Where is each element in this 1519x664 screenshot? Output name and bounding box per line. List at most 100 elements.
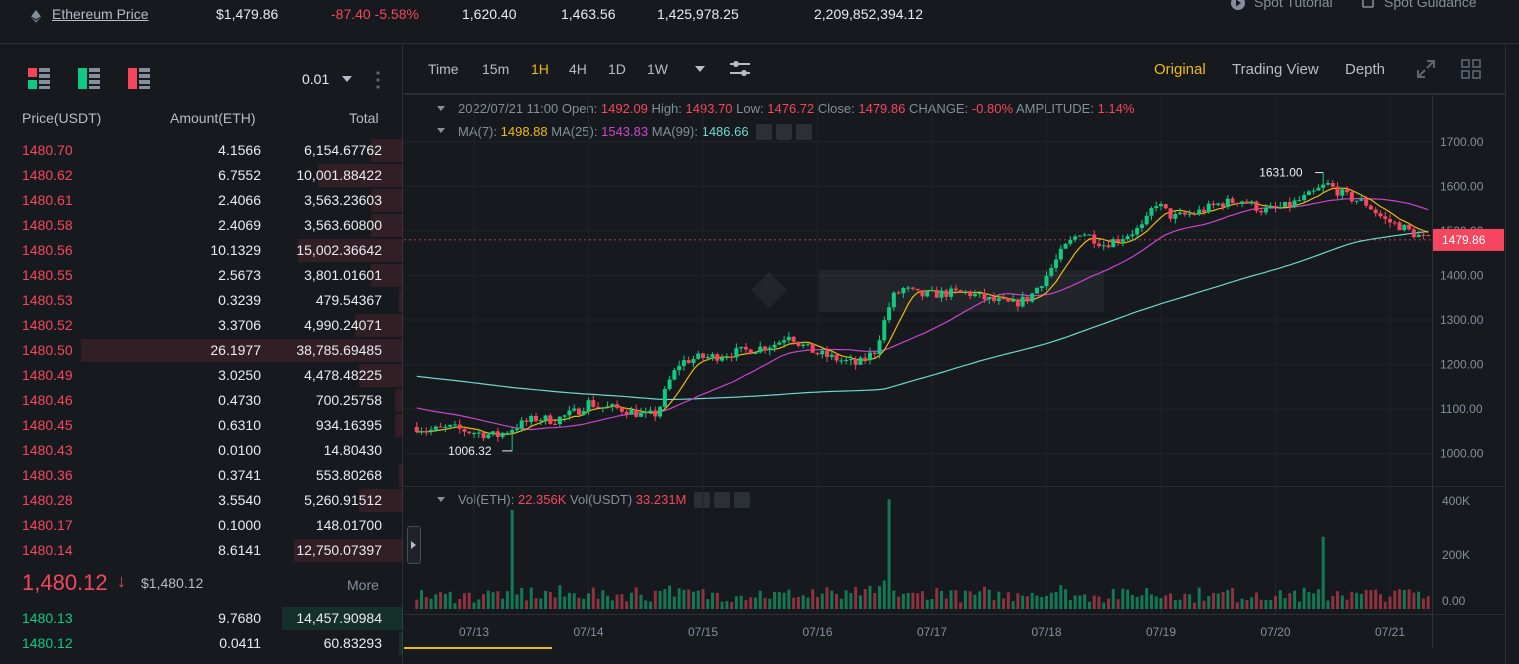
ask-row[interactable]: 1480.56 10.1329 15,002.36642 (0, 238, 403, 263)
volume-bar (1274, 595, 1277, 609)
tab-1d[interactable]: 1D (608, 61, 626, 77)
ask-row[interactable]: 1480.50 26.1977 38,785.69485 (0, 338, 403, 363)
timeframe-more-icon[interactable] (695, 66, 705, 72)
mid-price: 1,480.12 (22, 570, 108, 595)
volume-bar (916, 593, 920, 609)
candle-body (958, 290, 963, 292)
candle-body (1421, 234, 1426, 236)
ask-row[interactable]: 1480.49 3.0250 4,478.48225 (0, 363, 403, 388)
candle-body (524, 420, 529, 423)
volume-bar (935, 587, 939, 609)
volume-bar (911, 592, 915, 609)
volume-bar (1378, 594, 1382, 609)
vol-legend-collapse-icon[interactable] (437, 497, 445, 502)
candle-body (1373, 209, 1378, 214)
candlestick-chart[interactable]: 1700.001600.001500.001400.001300.001200.… (404, 94, 1505, 649)
volume-bar (1254, 592, 1258, 609)
ask-row[interactable]: 1480.53 0.3239 479.54367 (0, 288, 403, 313)
candle-body (705, 356, 710, 359)
ask-amount: 0.3741 (218, 467, 261, 483)
bid-depth-bar (399, 632, 403, 655)
chevron-down-icon[interactable] (342, 76, 352, 82)
view-trading-view[interactable]: Trading View (1232, 61, 1319, 78)
ask-row[interactable]: 1480.28 3.5540 5,260.91512 (0, 488, 403, 513)
spot-tutorial-link[interactable]: Spot Tutorial (1254, 0, 1333, 10)
book-bids-icon[interactable] (78, 68, 100, 90)
view-depth[interactable]: Depth (1345, 61, 1386, 78)
ask-amount: 26.1977 (210, 342, 261, 358)
candle-body (1354, 200, 1359, 202)
tab-1w[interactable]: 1W (647, 61, 668, 77)
tab-4h[interactable]: 4H (569, 61, 587, 77)
volume-bar (835, 593, 839, 609)
candle-body (701, 353, 705, 359)
ask-row[interactable]: 1480.61 2.4066 3,563.23603 (0, 188, 403, 213)
candle-body (772, 344, 777, 348)
ethereum-price-link[interactable]: Ethereum Price (52, 6, 149, 22)
ask-row[interactable]: 1480.46 0.4730 700.25758 (0, 388, 403, 413)
fullscreen-icon[interactable] (1416, 59, 1436, 79)
bid-row[interactable]: 1480.13 9.7680 14,457.90984 (0, 606, 403, 631)
ask-row[interactable]: 1480.58 2.4069 3,563.60800 (0, 213, 403, 238)
legend-collapse-icon[interactable] (437, 106, 445, 111)
ask-row[interactable]: 1480.70 4.1566 6,154.67762 (0, 138, 403, 163)
book-asks-icon[interactable] (128, 68, 150, 90)
volume-bar (992, 600, 996, 609)
ask-row[interactable]: 1480.55 2.5673 3,801.01601 (0, 263, 403, 288)
volume-bar (1149, 594, 1153, 609)
view-original[interactable]: Original (1154, 61, 1206, 78)
more-link[interactable]: More (347, 577, 379, 593)
candle-body (1306, 191, 1311, 196)
volume-bar (582, 598, 586, 609)
bid-row[interactable]: 1480.12 0.0411 60.83293 (0, 631, 403, 656)
settings-icon[interactable] (776, 123, 793, 140)
precision-select[interactable]: 0.01 (302, 71, 330, 87)
close-icon[interactable] (734, 491, 750, 508)
volume-bar (1164, 595, 1168, 609)
ask-row[interactable]: 1480.14 8.6141 12,750.07397 (0, 538, 403, 563)
ask-row[interactable]: 1480.45 0.6310 934.16395 (0, 413, 403, 438)
ask-row[interactable]: 1480.36 0.3741 553.80268 (0, 463, 403, 488)
bid-amount: 0.0411 (219, 635, 261, 651)
tab-1h[interactable]: 1H (531, 61, 549, 77)
volume-bar (482, 594, 486, 609)
tab-15m[interactable]: 15m (482, 61, 510, 77)
candle-body (1407, 224, 1412, 230)
volume-bar (878, 586, 882, 609)
close-icon[interactable] (796, 123, 813, 140)
candle-body (944, 290, 949, 297)
candle-body (1173, 213, 1178, 219)
indicator-settings-icon[interactable] (729, 59, 751, 79)
volume-bar (734, 596, 738, 609)
eye-icon[interactable] (694, 491, 710, 508)
book-both-icon[interactable] (28, 68, 50, 90)
candle-body (858, 357, 863, 365)
candle-body (538, 420, 543, 422)
tab-time[interactable]: Time (428, 61, 459, 77)
volume-bar (1340, 595, 1344, 609)
candle-body (548, 415, 553, 424)
scroll-right-button[interactable] (407, 526, 421, 564)
ask-row[interactable]: 1480.43 0.0100 14.80430 (0, 438, 403, 463)
time-tick-label: 07/16 (803, 625, 833, 639)
ask-total: 3,563.60800 (304, 217, 382, 233)
eye-icon[interactable] (756, 123, 773, 140)
more-vertical-icon[interactable] (376, 70, 380, 90)
right-gutter (1505, 44, 1519, 664)
volume-bar (744, 600, 748, 609)
volume-bar (1269, 600, 1273, 609)
volume-bar (601, 590, 605, 609)
ma-legend-collapse-icon[interactable] (437, 128, 445, 133)
volume-bar (644, 600, 648, 609)
candle-body (1225, 198, 1230, 208)
ask-row[interactable]: 1480.52 3.3706 4,990.24071 (0, 313, 403, 338)
candle-body (462, 428, 467, 432)
ask-row[interactable]: 1480.17 0.1000 148.01700 (0, 513, 403, 538)
price-tick-label: 1000.00 (1440, 447, 1484, 461)
layout-grid-icon[interactable] (1461, 59, 1481, 79)
candle-body (1044, 275, 1049, 287)
ask-row[interactable]: 1480.62 6.7552 10,001.88422 (0, 163, 403, 188)
candle-body (691, 358, 696, 364)
settings-icon[interactable] (714, 491, 730, 508)
spot-guidance-link[interactable]: Spot Guidance (1384, 0, 1477, 10)
